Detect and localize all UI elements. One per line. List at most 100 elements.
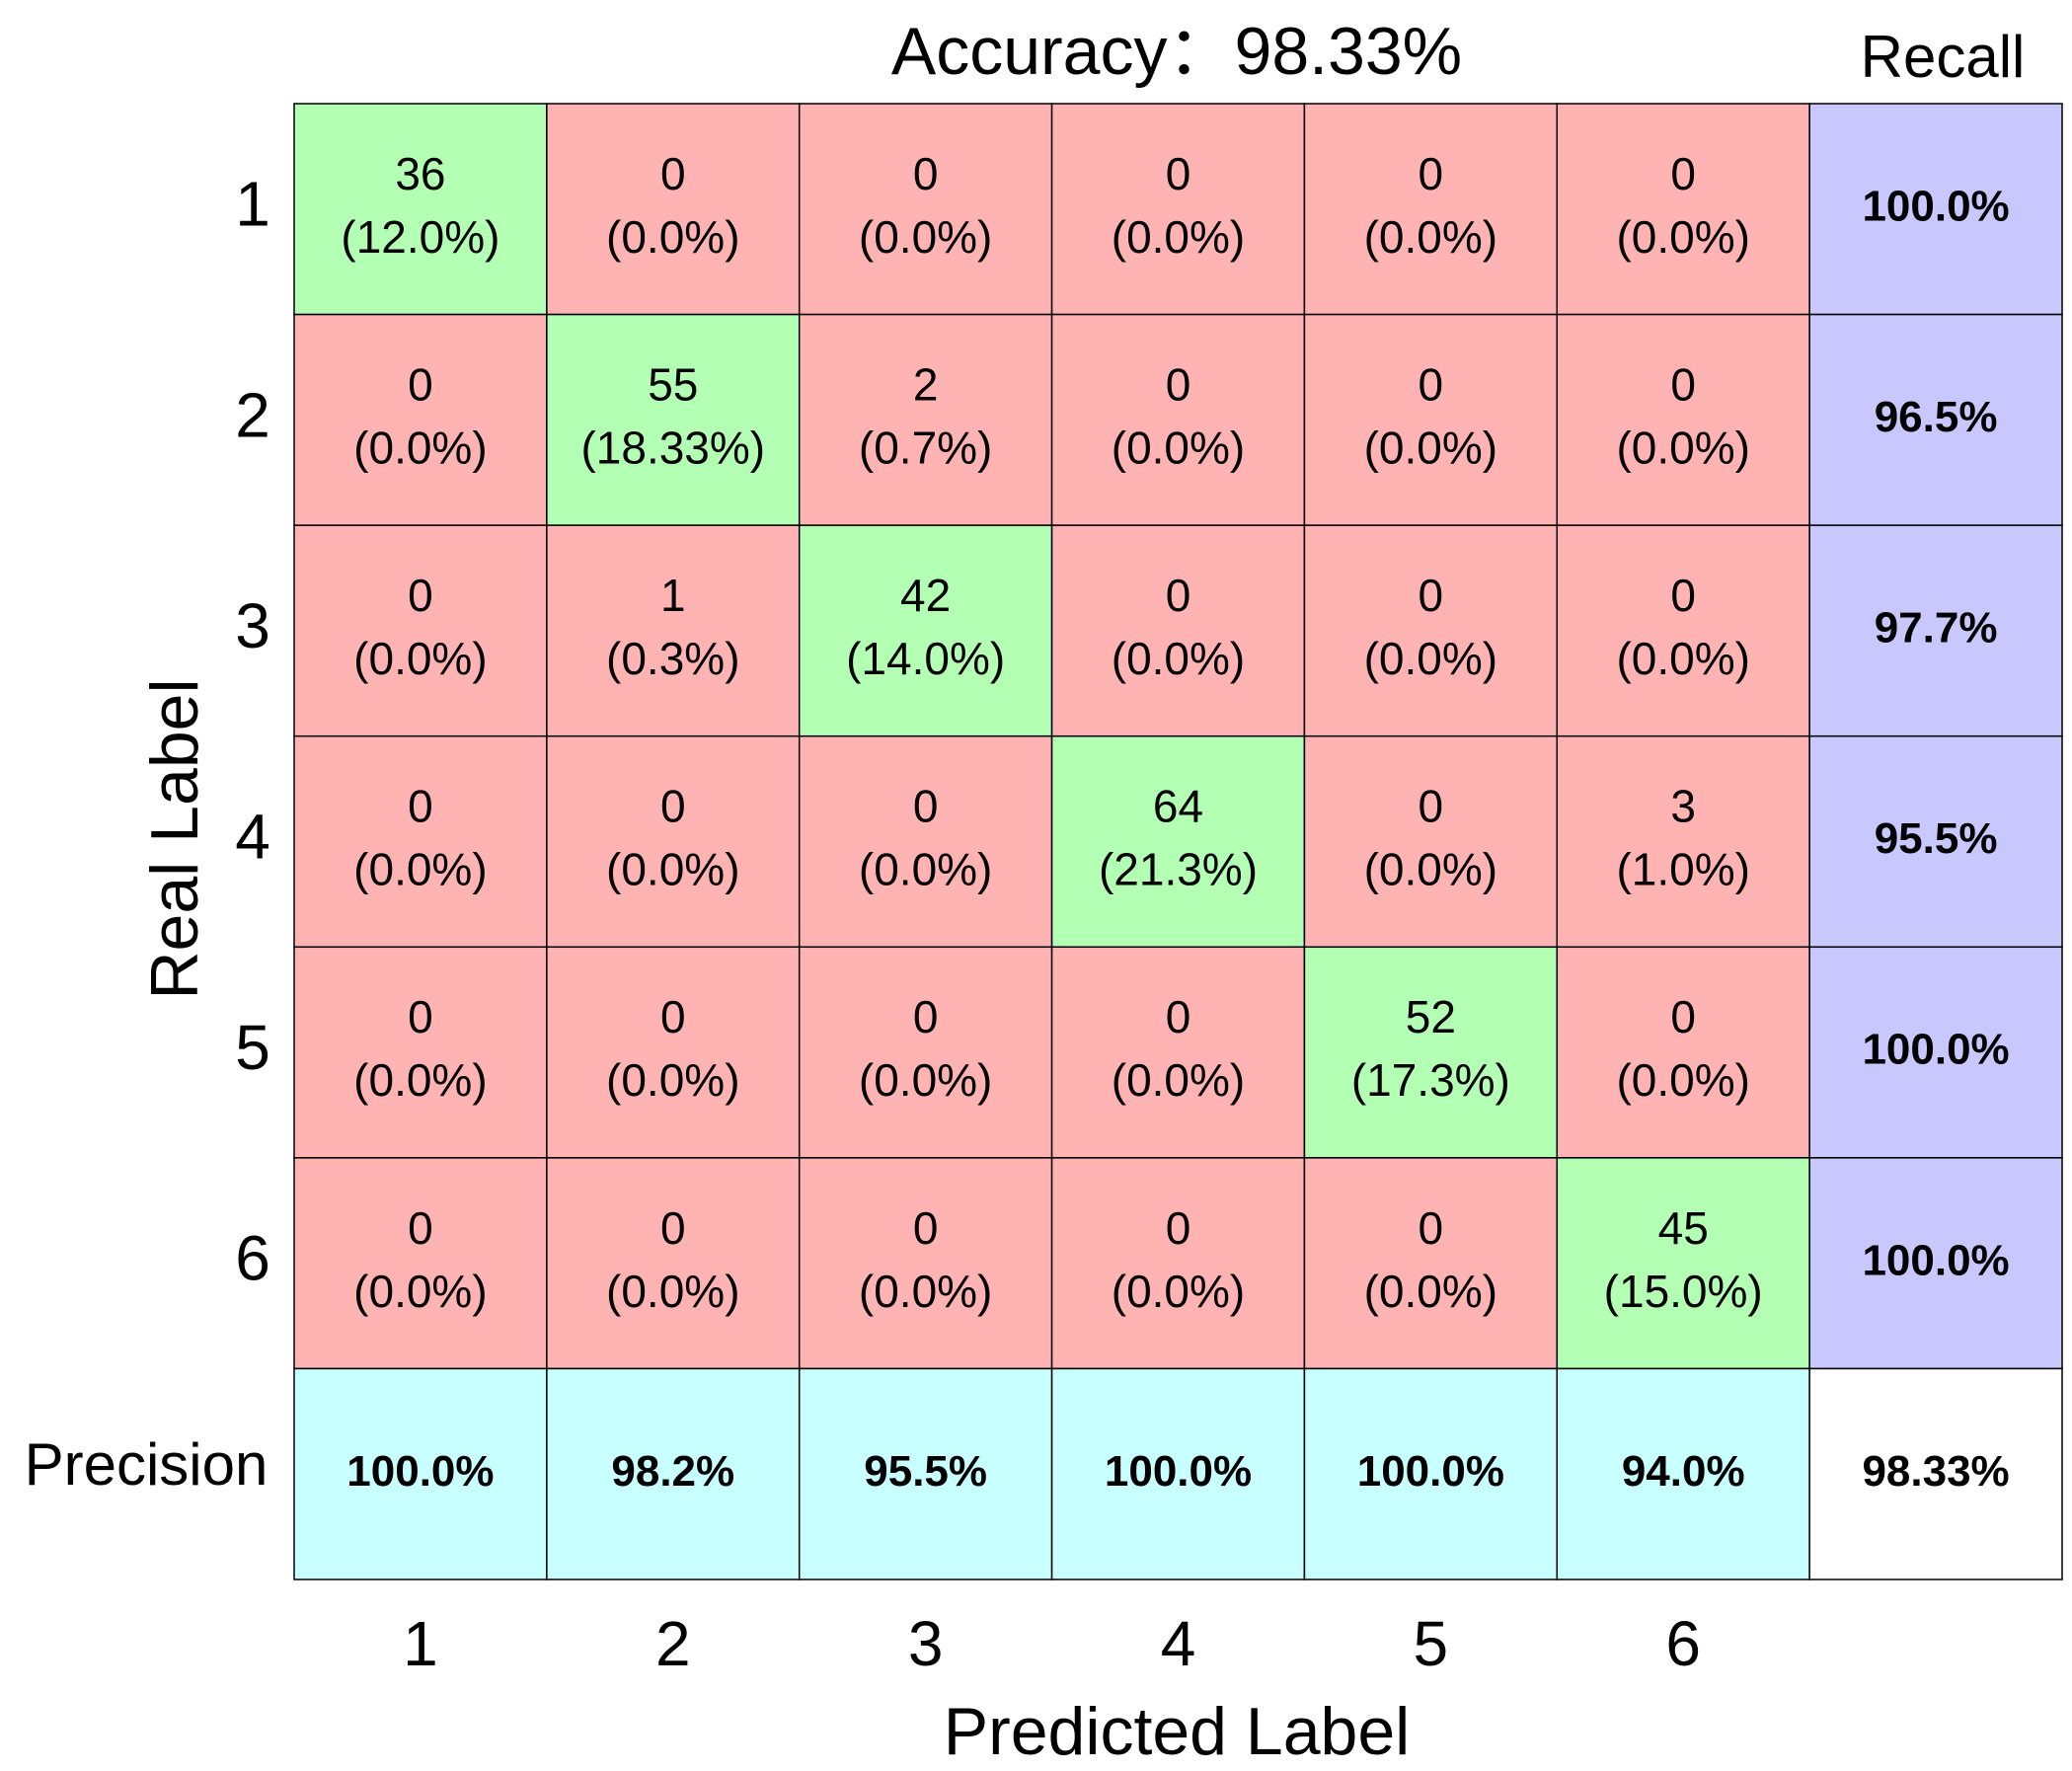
- y-tick-label: 2: [235, 379, 270, 450]
- cell-count: 0: [1166, 570, 1191, 621]
- matrix-cell: [546, 524, 801, 737]
- cell-count: 0: [408, 570, 433, 621]
- cell-count: 0: [408, 1202, 433, 1254]
- cell-percent: (0.0%): [1616, 1054, 1749, 1106]
- matrix-cell: [1303, 1157, 1559, 1370]
- cell-count: 0: [1419, 1202, 1444, 1254]
- cell-percent: (0.0%): [606, 844, 739, 895]
- matrix-cell: [293, 734, 548, 949]
- x-tick-label: 4: [1161, 1608, 1196, 1679]
- cell-count: 0: [1670, 570, 1696, 621]
- matrix-cell: [798, 1157, 1053, 1370]
- recall-cell: [1808, 946, 2063, 1159]
- matrix-cell: [546, 313, 801, 526]
- cell-percent: (0.0%): [859, 211, 992, 263]
- x-tick-label: 2: [655, 1608, 691, 1679]
- cell-count: 0: [913, 991, 939, 1042]
- cell-count: 0: [660, 148, 686, 199]
- cell-count: 0: [408, 781, 433, 832]
- overall-cell: [1808, 1367, 2063, 1580]
- cell-count: 36: [395, 148, 445, 199]
- cell-percent: (0.0%): [353, 423, 487, 474]
- cell-percent: (0.7%): [859, 423, 992, 474]
- y-tick-label: 6: [235, 1223, 270, 1294]
- cell-count: 0: [1166, 991, 1191, 1042]
- cell-count: 0: [1670, 359, 1696, 411]
- matrix-cell: [1050, 1157, 1306, 1370]
- cell-percent: (0.0%): [353, 1054, 487, 1106]
- matrix-cell: [798, 946, 1053, 1159]
- cell-percent: (0.3%): [606, 633, 739, 684]
- matrix-cell: [1556, 524, 1810, 737]
- matrix-cell: [798, 103, 1053, 316]
- precision-value: 100.0%: [1105, 1447, 1252, 1496]
- cell-count: 0: [660, 781, 686, 832]
- cell-percent: (0.0%): [353, 633, 487, 684]
- recall-value: 100.0%: [1862, 1236, 2009, 1284]
- matrix-cell: [1050, 313, 1306, 526]
- x-axis-label: Predicted Label: [944, 1694, 1411, 1769]
- chart-title: Accuracy：98.33%: [891, 14, 1462, 89]
- y-tick-label: 4: [235, 801, 270, 872]
- cell-count: 3: [1670, 781, 1696, 832]
- recall-value: 97.7%: [1875, 604, 1998, 653]
- cell-percent: (0.0%): [1364, 211, 1497, 263]
- matrix-cell: [293, 313, 548, 526]
- cell-percent: (1.0%): [1616, 844, 1749, 895]
- precision-value: 95.5%: [864, 1447, 987, 1496]
- cell-count: 0: [1166, 359, 1191, 411]
- precision-value: 94.0%: [1622, 1447, 1745, 1496]
- precision-title: Precision: [25, 1431, 269, 1498]
- cell-count: 0: [1670, 148, 1696, 199]
- cell-count: 0: [1419, 570, 1444, 621]
- matrix-cell: [1556, 734, 1810, 949]
- overall-value: 98.33%: [1862, 1447, 2009, 1496]
- cell-percent: (17.3%): [1351, 1054, 1510, 1106]
- recall-value: 100.0%: [1862, 1026, 2009, 1074]
- cell-percent: (0.0%): [1616, 211, 1749, 263]
- matrix-cell: [293, 103, 548, 316]
- matrix-cell: [1556, 1157, 1810, 1370]
- cell-count: 0: [408, 359, 433, 411]
- recall-cell: [1808, 1157, 2063, 1370]
- cell-count: 0: [913, 781, 939, 832]
- recall-title: Recall: [1861, 24, 2026, 90]
- matrix-cell: [293, 1157, 548, 1370]
- cell-percent: (0.0%): [606, 1266, 739, 1317]
- matrix-cell: [798, 734, 1053, 949]
- cell-count: 2: [913, 359, 939, 411]
- precision-value: 98.2%: [611, 1447, 734, 1496]
- matrix-cell: [1303, 734, 1559, 949]
- matrix-cell: [1303, 946, 1559, 1159]
- cell-percent: (0.0%): [859, 1266, 992, 1317]
- cell-count: 0: [1419, 781, 1444, 832]
- precision-cell: [1050, 1367, 1306, 1580]
- recall-value: 96.5%: [1875, 393, 1998, 441]
- matrix-cell: [1556, 313, 1810, 526]
- cell-count: 0: [913, 1202, 939, 1254]
- precision-cell: [546, 1367, 801, 1580]
- cell-percent: (0.0%): [1616, 633, 1749, 684]
- cell-percent: (0.0%): [1364, 844, 1497, 895]
- cell-count: 45: [1658, 1202, 1709, 1254]
- precision-cell: [798, 1367, 1053, 1580]
- cell-percent: (15.0%): [1604, 1266, 1763, 1317]
- cell-count: 42: [900, 570, 951, 621]
- y-tick-label: 1: [235, 169, 270, 240]
- matrix-cell: [546, 1157, 801, 1370]
- cell-count: 0: [1419, 359, 1444, 411]
- recall-value: 95.5%: [1875, 814, 1998, 863]
- matrix-cell: [1050, 103, 1306, 316]
- cell-percent: (0.0%): [353, 1266, 487, 1317]
- recall-value: 100.0%: [1862, 182, 2009, 230]
- matrix-cell: [1050, 734, 1306, 949]
- cell-percent: (0.0%): [859, 1054, 992, 1106]
- cell-percent: (0.0%): [1364, 633, 1497, 684]
- cell-percent: (0.0%): [1112, 211, 1245, 263]
- cell-count: 0: [1166, 148, 1191, 199]
- precision-cell: [1556, 1367, 1810, 1580]
- matrix-cell: [1050, 524, 1306, 737]
- cell-percent: (12.0%): [341, 211, 499, 263]
